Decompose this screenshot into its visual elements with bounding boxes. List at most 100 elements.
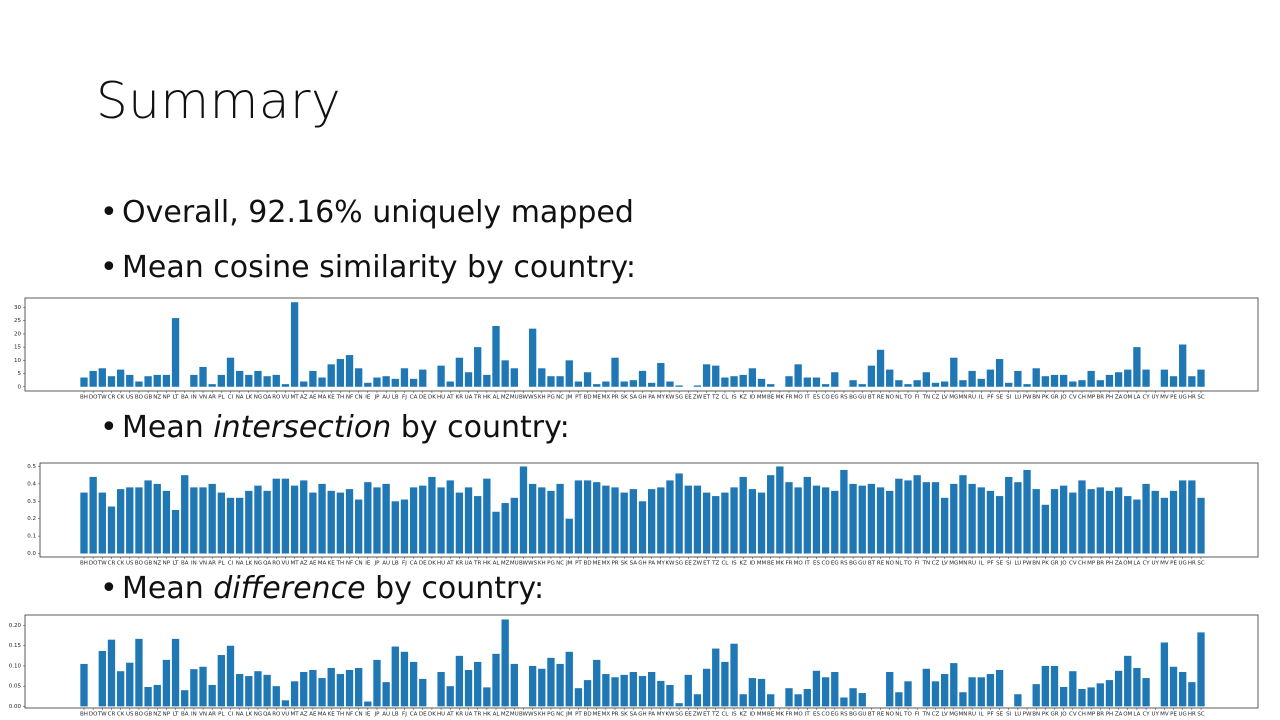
x-tick-label: MA [318, 712, 327, 718]
bar [574, 688, 583, 707]
x-tick-label: DO [89, 561, 98, 567]
x-tick-label: DE [419, 561, 427, 567]
x-tick-label: PF [987, 395, 993, 401]
bar [538, 668, 546, 707]
x-tick-label: CV [1069, 561, 1077, 567]
bar [446, 686, 454, 707]
bar [995, 359, 1004, 387]
bar [675, 473, 683, 554]
x-tick-label: PL [218, 395, 225, 401]
x-tick-label: GH [638, 561, 646, 567]
x-tick-label: PH [1106, 712, 1113, 718]
bar [1133, 667, 1141, 707]
x-tick-label: SE [996, 561, 1003, 567]
bar [721, 492, 729, 554]
x-tick-label: US [126, 395, 134, 401]
bar [693, 385, 702, 387]
x-tick-label: KE [328, 395, 336, 401]
x-tick-label: MV [1160, 712, 1169, 718]
bar [226, 645, 235, 707]
bar [336, 359, 345, 387]
bar [455, 492, 464, 554]
bar [931, 382, 940, 387]
x-tick-label: MU [510, 561, 519, 567]
x-tick-label: BA [181, 561, 189, 567]
bar [785, 688, 793, 707]
bar [345, 355, 354, 387]
x-tick-label: ID [749, 395, 755, 401]
x-tick-label: WS [528, 712, 537, 718]
bar [886, 369, 894, 387]
x-tick-label: MZ [501, 561, 510, 567]
bar [922, 372, 930, 387]
x-tick-label: TR [473, 395, 481, 401]
bar [1114, 670, 1123, 707]
bar [409, 487, 418, 554]
x-tick-label: GH [638, 395, 646, 401]
x-tick-label: SC [1197, 395, 1204, 401]
x-tick-label: MT [291, 712, 300, 718]
x-tick-label: CH [1078, 712, 1086, 718]
x-tick-label: KR [456, 561, 464, 567]
x-tick-label: AL [493, 395, 501, 401]
bar [876, 487, 885, 554]
bar [419, 485, 427, 554]
x-tick-label: MX [602, 712, 611, 718]
x-tick-label: MV [1160, 395, 1169, 401]
bar [1151, 490, 1159, 554]
x-tick-label: TW [97, 712, 107, 718]
x-tick-label: PT [575, 712, 582, 718]
x-tick-label: AU [382, 712, 390, 718]
bar [1197, 632, 1205, 707]
bar [840, 469, 848, 554]
x-tick-label: MK [776, 395, 785, 401]
bullet: • Mean cosine similarity by country: [100, 250, 637, 285]
x-tick-label: RO [272, 561, 281, 567]
x-tick-label: NG [254, 712, 262, 718]
x-tick-label: PK [1042, 561, 1049, 567]
bar [620, 674, 628, 707]
bar [968, 483, 976, 554]
bar [492, 326, 500, 387]
bar [1023, 384, 1031, 387]
x-tick-label: BD [584, 561, 592, 567]
x-tick-label: IS [731, 561, 737, 567]
bar [1096, 487, 1104, 554]
x-tick-label: MX [602, 561, 611, 567]
bar [657, 362, 665, 387]
bar [794, 694, 802, 707]
x-tick-label: ZA [1115, 561, 1123, 567]
x-tick-label: MT [291, 395, 300, 401]
x-tick-label: UA [465, 395, 473, 401]
y-tick-label: 0.10 [9, 663, 22, 669]
x-tick-label: CA [410, 395, 418, 401]
x-tick-label: PG [547, 561, 555, 567]
bar [144, 376, 152, 387]
x-tick-label: SG [675, 395, 683, 401]
x-tick-label: QA [263, 395, 271, 401]
x-tick-label: GU [858, 712, 866, 718]
bar [528, 328, 537, 387]
x-tick-label: QA [263, 712, 271, 718]
bar [593, 384, 601, 387]
bar [254, 370, 262, 387]
bar [327, 364, 335, 387]
x-tick-label: ZA [1115, 712, 1123, 718]
y-tick-label: 5 [18, 371, 22, 377]
bar [1060, 374, 1068, 387]
bar [593, 659, 601, 707]
x-tick-label: MN [959, 561, 968, 567]
bar [327, 667, 335, 707]
bar [1188, 682, 1196, 707]
x-tick-label: ET [703, 395, 710, 401]
bar [629, 489, 638, 554]
x-tick-label: BA [181, 395, 189, 401]
x-tick-label: ME [593, 561, 602, 567]
bar [89, 476, 97, 554]
x-tick-label: NL [895, 395, 903, 401]
bar [474, 661, 482, 707]
x-tick-label: BW [519, 395, 529, 401]
bar [528, 483, 537, 554]
bar [336, 674, 345, 707]
x-tick-label: FI [915, 395, 920, 401]
